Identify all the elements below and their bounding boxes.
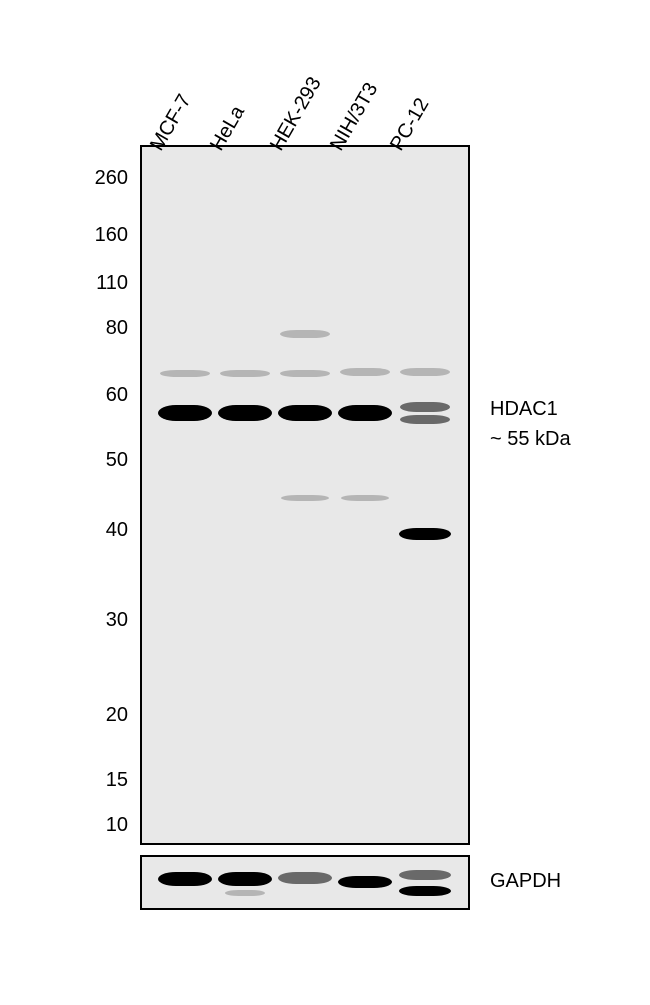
control-band-2: [225, 890, 265, 896]
mw-label-30: 30: [78, 609, 128, 632]
main-band-5: [400, 415, 450, 424]
lane-label-2: HEK-293: [266, 73, 326, 155]
control-band-1: [218, 872, 272, 886]
target-label-line2: ~ 55 kDa: [490, 428, 571, 451]
mw-label-20: 20: [78, 704, 128, 727]
main-band-12: [281, 495, 329, 501]
control-band-5: [399, 870, 451, 880]
main-band-6: [160, 370, 210, 377]
main-band-0: [158, 405, 212, 421]
mw-label-10: 10: [78, 814, 128, 837]
main-band-4: [400, 402, 450, 412]
figure-canvas: MCF-7HeLaHEK-293NIH/3T3PC-12 26016011080…: [0, 0, 650, 1005]
control-label: GAPDH: [490, 870, 561, 893]
main-band-2: [278, 405, 332, 421]
main-band-10: [400, 368, 450, 376]
mw-label-15: 15: [78, 769, 128, 792]
control-band-0: [158, 872, 212, 886]
main-band-8: [280, 370, 330, 377]
control-band-6: [399, 886, 451, 896]
lane-label-3: NIH/3T3: [326, 79, 383, 155]
mw-label-160: 160: [78, 224, 128, 247]
target-label-line1: HDAC1: [490, 398, 558, 421]
main-band-13: [341, 495, 389, 501]
mw-label-60: 60: [78, 384, 128, 407]
mw-label-260: 260: [78, 167, 128, 190]
mw-label-50: 50: [78, 449, 128, 472]
main-band-3: [338, 405, 392, 421]
main-band-7: [220, 370, 270, 377]
main-band-1: [218, 405, 272, 421]
main-band-14: [399, 528, 451, 540]
main-band-11: [280, 330, 330, 338]
mw-label-80: 80: [78, 317, 128, 340]
main-band-9: [340, 368, 390, 376]
control-band-3: [278, 872, 332, 884]
mw-label-40: 40: [78, 519, 128, 542]
mw-label-110: 110: [78, 272, 128, 295]
control-band-4: [338, 876, 392, 888]
